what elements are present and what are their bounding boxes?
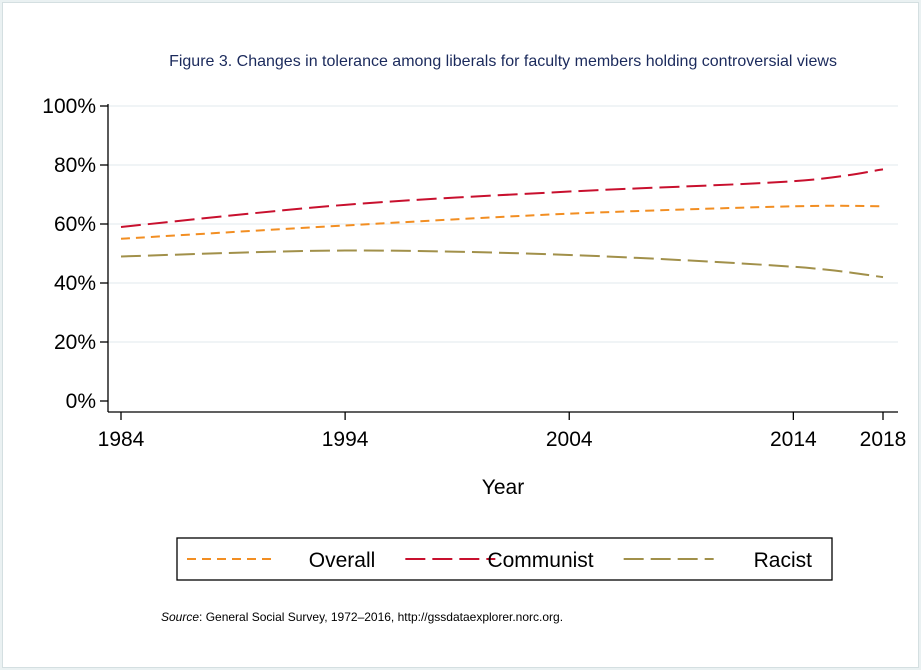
- series-line-racist: [120, 249, 884, 279]
- y-tick-label: 40%: [54, 272, 96, 295]
- y-tick-label: 60%: [54, 213, 96, 236]
- series-line-overall: [120, 204, 884, 240]
- chart-title: Figure 3. Changes in tolerance among lib…: [169, 53, 837, 70]
- axes: 0% 20% 40% 60% 80% 100% 1984 1994 2004 2014 2018: [42, 95, 906, 451]
- y-tick-label: 0%: [66, 390, 96, 413]
- legend: Overall Communist Racist: [176, 537, 833, 581]
- legend-box: [176, 537, 833, 581]
- y-tick-label: 80%: [54, 154, 96, 177]
- x-tick-label: 2014: [770, 428, 817, 451]
- y-tick-label: 20%: [54, 331, 96, 354]
- y-tick-label: 100%: [42, 95, 96, 118]
- x-tick-label: 2004: [546, 428, 593, 451]
- x-axis-title: Year: [482, 476, 524, 499]
- series-line-communist: [120, 168, 884, 228]
- x-tick-label: 2018: [860, 428, 907, 451]
- legend-label: Overall: [309, 549, 376, 572]
- x-tick-label: 1984: [98, 428, 145, 451]
- legend-label: Communist: [487, 549, 593, 572]
- source-label: Source: [161, 610, 200, 624]
- source-note: Source: General Social Survey, 1972–2016…: [161, 610, 563, 624]
- series-lines: [120, 168, 884, 279]
- legend-label: Racist: [754, 549, 813, 572]
- source-text: : General Social Survey, 1972–2016, http…: [199, 610, 564, 624]
- grid-lines: [108, 105, 898, 343]
- x-tick-label: 1994: [322, 428, 369, 451]
- line-chart: Figure 3. Changes in tolerance among lib…: [42, 53, 906, 581]
